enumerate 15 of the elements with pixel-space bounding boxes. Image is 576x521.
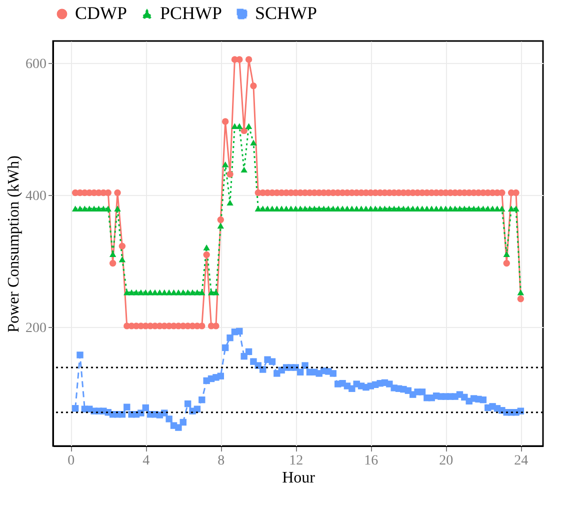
x-tick-label: 24 bbox=[514, 454, 528, 468]
y-tick-label: 400 bbox=[26, 188, 46, 204]
x-tick-label: 16 bbox=[364, 454, 378, 468]
y-tick-label: 600 bbox=[26, 56, 46, 72]
legend-label: SCHWP bbox=[255, 3, 318, 23]
y-axis-title: Power Consumption (kWh) bbox=[6, 156, 22, 332]
x-axis-title: Hour bbox=[282, 470, 316, 486]
x-tick-label: 8 bbox=[218, 454, 225, 468]
y-tick-label: 200 bbox=[26, 320, 46, 336]
legend-label: CDWP bbox=[75, 3, 128, 23]
x-tick-label: 4 bbox=[142, 454, 150, 468]
x-tick-label: 12 bbox=[289, 454, 304, 468]
x-tick-label: 20 bbox=[439, 454, 454, 468]
x-tick-label: 0 bbox=[68, 454, 75, 468]
legend-label: PCHWP bbox=[160, 3, 222, 23]
